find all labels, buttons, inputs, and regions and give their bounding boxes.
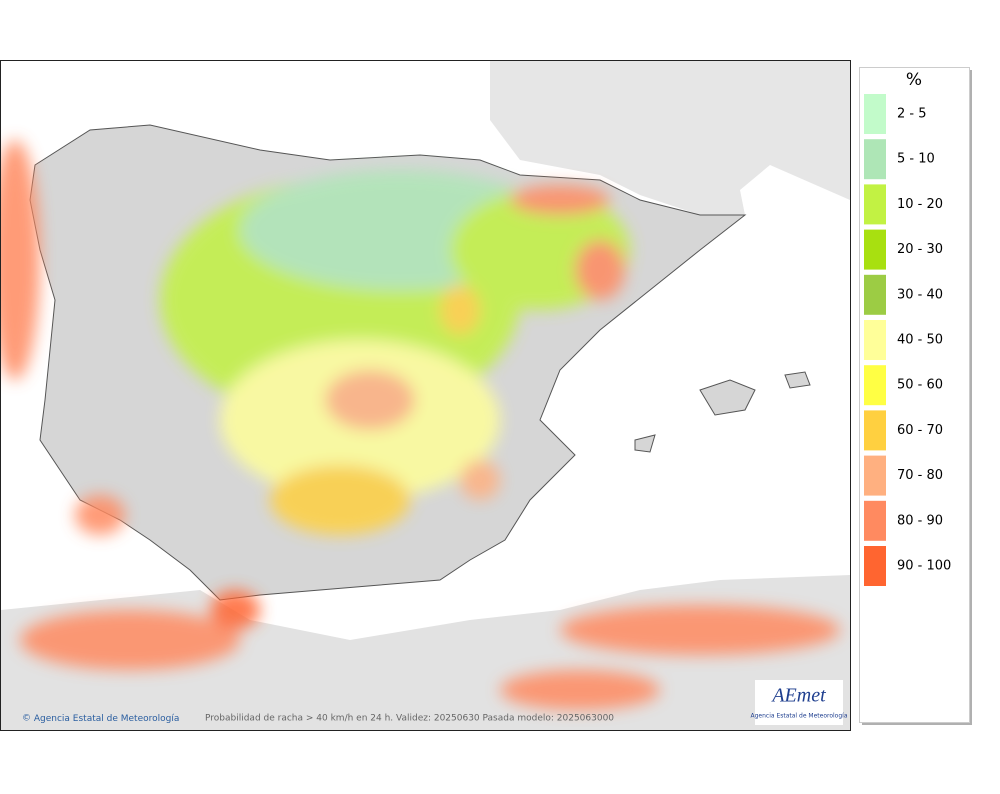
legend-items: 2 - 5 5 - 10 10 - 20 20 - 30 30 - 40 40 - 50 5…: [864, 94, 951, 586]
legend-label: 70 - 80: [897, 468, 943, 483]
legend-label: 80 - 90: [897, 513, 943, 528]
legend-swatch: [864, 274, 886, 315]
legend-swatch: [864, 184, 886, 225]
legend-swatch: [864, 365, 886, 406]
legend-label: 20 - 30: [897, 242, 943, 257]
legend-label: 50 - 60: [897, 378, 943, 393]
map: © Agencia Estatal de Meteorología Probab…: [1, 61, 850, 730]
legend-swatch: [864, 229, 886, 270]
island: [634, 371, 811, 453]
legend-swatch: [864, 500, 886, 541]
legend-swatch: [864, 320, 886, 360]
legend-label: 40 - 50: [897, 333, 943, 348]
legend-label: 5 - 10: [897, 152, 935, 167]
probability-field: [1, 140, 840, 710]
logo-subtitle: Agencia Estatal de Meteorología: [751, 713, 848, 720]
credit: © Agencia Estatal de Meteorología: [22, 714, 179, 724]
legend-label: 60 - 70: [897, 423, 943, 438]
legend-title: %: [906, 70, 922, 90]
legend-swatch: [864, 455, 886, 496]
logo: AEmet: [770, 685, 826, 707]
legend-label: 10 - 20: [897, 197, 943, 212]
legend-swatch: [864, 139, 886, 180]
legend-label: 2 - 5: [897, 107, 927, 122]
caption: Probabilidad de racha > 40 km/h en 24 h.…: [205, 714, 614, 724]
legend-label: 30 - 40: [897, 287, 943, 302]
legend-swatch: [864, 94, 886, 134]
legend-label: 90 - 100: [897, 559, 951, 574]
legend-swatch: [864, 410, 886, 451]
land: [490, 61, 850, 215]
legend-swatch: [864, 546, 886, 586]
logo-box: [755, 680, 843, 725]
map-frame: [0, 60, 851, 731]
